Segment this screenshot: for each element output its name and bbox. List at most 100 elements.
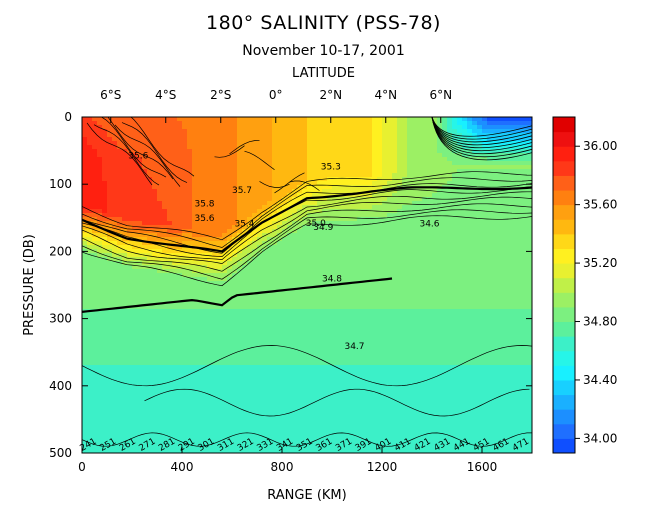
field-cell xyxy=(262,133,268,138)
field-cell xyxy=(207,333,213,338)
field-cell xyxy=(442,301,448,306)
field-cell xyxy=(257,165,263,170)
field-cell xyxy=(437,153,443,158)
chart-title: 180° SALINITY (PSS-78) xyxy=(206,12,441,34)
field-cell xyxy=(512,241,518,246)
field-cell xyxy=(202,157,208,162)
field-cell xyxy=(447,117,453,122)
field-cell xyxy=(367,309,373,314)
field-cell xyxy=(87,245,93,250)
field-cell xyxy=(232,221,238,226)
field-cell xyxy=(107,273,113,278)
field-cell xyxy=(212,325,218,330)
field-cell xyxy=(422,181,428,186)
field-cell xyxy=(147,221,153,226)
field-cell xyxy=(262,293,268,298)
field-cell xyxy=(112,189,118,194)
field-cell xyxy=(297,157,303,162)
field-cell xyxy=(432,169,438,174)
field-cell xyxy=(517,165,523,170)
field-cell xyxy=(462,137,468,142)
field-cell xyxy=(242,153,248,158)
field-cell xyxy=(322,237,328,242)
field-cell xyxy=(202,161,208,166)
field-cell xyxy=(527,193,532,198)
field-cell xyxy=(417,297,423,302)
field-cell xyxy=(182,329,188,334)
field-cell xyxy=(262,193,268,198)
field-cell xyxy=(102,185,108,190)
field-cell xyxy=(427,193,433,198)
field-cell xyxy=(422,333,428,338)
field-cell xyxy=(232,157,238,162)
field-cell xyxy=(327,313,333,318)
field-cell xyxy=(102,233,108,238)
field-cell xyxy=(192,289,198,294)
field-cell xyxy=(212,241,218,246)
field-cell xyxy=(112,297,118,302)
field-cell xyxy=(482,313,488,318)
field-cell xyxy=(87,257,93,262)
field-cell xyxy=(147,209,153,214)
field-cell xyxy=(237,181,243,186)
field-cell xyxy=(352,225,358,230)
field-cell xyxy=(172,145,178,150)
field-cell xyxy=(177,125,183,130)
field-cell xyxy=(437,293,443,298)
field-cell xyxy=(157,145,163,150)
field-cell xyxy=(157,305,163,310)
field-cell xyxy=(162,117,168,122)
field-cell xyxy=(142,333,148,338)
field-cell xyxy=(392,221,398,226)
field-cell xyxy=(232,233,238,238)
field-cell xyxy=(297,185,303,190)
field-cell xyxy=(237,125,243,130)
field-cell xyxy=(122,133,128,138)
field-cell xyxy=(457,333,463,338)
field-cell xyxy=(82,141,88,146)
field-cell xyxy=(422,313,428,318)
field-cell xyxy=(222,189,228,194)
field-cell xyxy=(502,233,508,238)
field-cell xyxy=(282,269,288,274)
field-cell xyxy=(142,329,148,334)
field-cell xyxy=(222,241,228,246)
field-cell xyxy=(242,137,248,142)
field-cell xyxy=(342,213,348,218)
field-cell xyxy=(132,253,138,258)
field-cell xyxy=(402,257,408,262)
field-cell xyxy=(342,197,348,202)
field-cell xyxy=(292,197,298,202)
field-cell xyxy=(472,325,478,330)
field-cell xyxy=(377,297,383,302)
field-cell xyxy=(272,317,278,322)
field-cell xyxy=(367,285,373,290)
field-cell xyxy=(367,117,373,122)
field-cell xyxy=(262,329,268,334)
field-cell xyxy=(382,233,388,238)
field-cell xyxy=(297,301,303,306)
field-cell xyxy=(97,273,103,278)
field-cell xyxy=(302,265,308,270)
field-cell xyxy=(202,265,208,270)
field-cell xyxy=(402,141,408,146)
field-cell xyxy=(282,321,288,326)
field-cell xyxy=(407,277,413,282)
field-cell xyxy=(322,201,328,206)
field-cell xyxy=(262,169,268,174)
field-cell xyxy=(402,137,408,142)
field-cell xyxy=(472,213,478,218)
field-cell xyxy=(422,189,428,194)
field-cell xyxy=(212,253,218,258)
field-cell xyxy=(237,145,243,150)
field-cell xyxy=(407,309,413,314)
field-cell xyxy=(487,165,493,170)
field-cell xyxy=(127,205,133,210)
field-cell xyxy=(227,137,233,142)
field-cell xyxy=(522,213,528,218)
field-cell xyxy=(367,165,373,170)
field-cell xyxy=(432,217,438,222)
field-cell xyxy=(172,157,178,162)
field-cell xyxy=(217,309,223,314)
field-cell xyxy=(97,289,103,294)
